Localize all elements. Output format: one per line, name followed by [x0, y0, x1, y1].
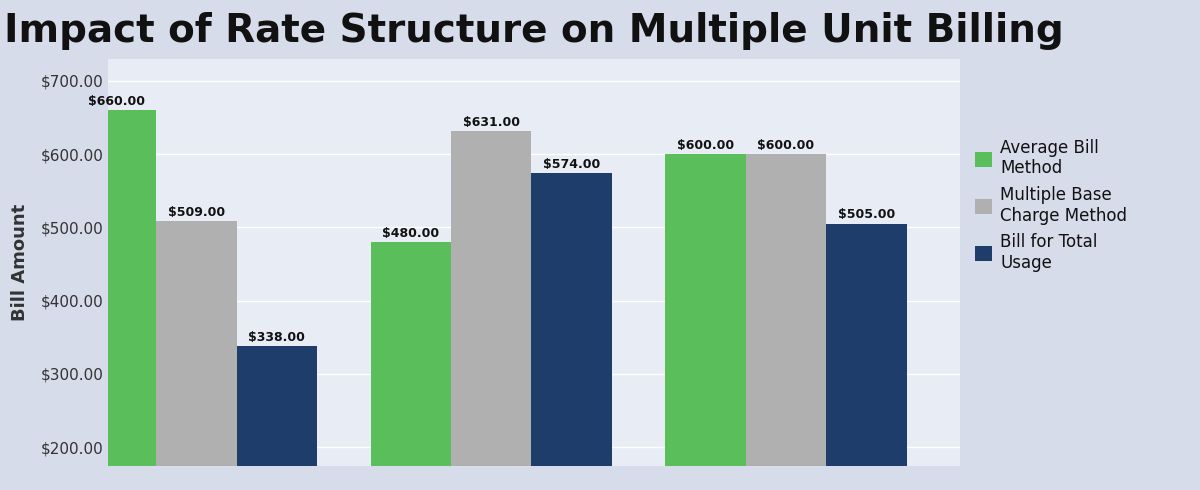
Bar: [746, 154, 827, 490]
Bar: [76, 110, 156, 490]
Text: $338.00: $338.00: [248, 331, 305, 344]
Bar: [371, 242, 451, 490]
Bar: [451, 131, 532, 490]
Text: $600.00: $600.00: [757, 139, 815, 152]
Bar: [236, 346, 317, 490]
Title: Impact of Rate Structure on Multiple Unit Billing: Impact of Rate Structure on Multiple Uni…: [4, 12, 1064, 50]
Y-axis label: Bill Amount: Bill Amount: [11, 203, 29, 321]
Text: $631.00: $631.00: [463, 116, 520, 129]
Bar: [156, 221, 236, 490]
Text: $600.00: $600.00: [677, 139, 734, 152]
Text: $509.00: $509.00: [168, 205, 226, 219]
Bar: [666, 154, 746, 490]
Legend: Average Bill
Method, Multiple Base
Charge Method, Bill for Total
Usage: Average Bill Method, Multiple Base Charg…: [968, 132, 1134, 278]
Text: $574.00: $574.00: [544, 158, 600, 171]
Text: $480.00: $480.00: [383, 227, 439, 240]
Bar: [827, 223, 907, 490]
Bar: [532, 173, 612, 490]
Text: $505.00: $505.00: [838, 208, 895, 221]
Text: $660.00: $660.00: [88, 95, 144, 108]
